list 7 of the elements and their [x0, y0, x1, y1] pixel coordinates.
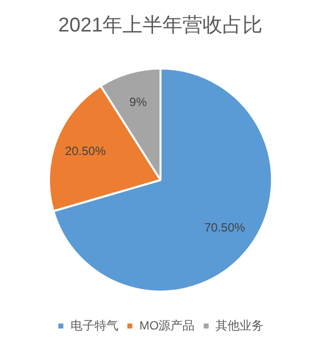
- legend-label: 电子特气: [70, 318, 118, 332]
- data-label: 9%: [129, 95, 148, 110]
- legend-label: MO源产品: [139, 318, 195, 332]
- data-label: 20.50%: [65, 144, 106, 158]
- chart-title: 2021年上半年营收占比: [58, 14, 263, 37]
- data-label: 70.50%: [204, 220, 246, 235]
- legend-label: 其他业务: [216, 318, 264, 332]
